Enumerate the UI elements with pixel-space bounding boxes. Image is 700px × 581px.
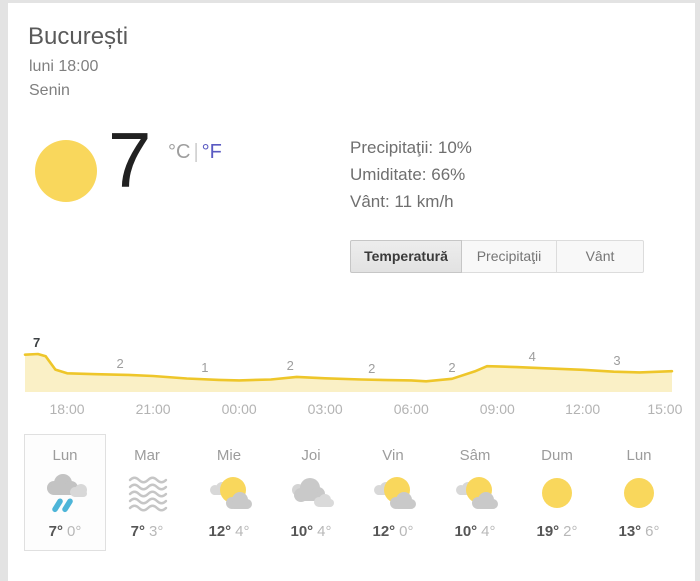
fahrenheit-unit-link[interactable]: °F: [201, 141, 222, 163]
high-temp: 12°: [372, 523, 396, 540]
chart-point-label: 2: [448, 359, 456, 375]
day-card[interactable]: Lun 7° 0°: [24, 434, 106, 551]
sunny-icon: [599, 473, 679, 517]
time-axis-label: 21:00: [135, 401, 171, 417]
tab-wind[interactable]: Vânt: [557, 240, 644, 273]
time-axis-label: 12:00: [565, 401, 601, 417]
day-name: Lun: [626, 447, 652, 464]
temperature-curve: [23, 352, 674, 392]
day-name: Joi: [301, 447, 321, 464]
chart-point-label: 4: [528, 348, 536, 364]
tab-temperature[interactable]: Temperatură: [350, 240, 462, 273]
day-card[interactable]: Mie 12° 4°: [188, 434, 270, 551]
low-temp: 4°: [317, 523, 332, 540]
precipitation-line: Precipitaţii: 10%: [350, 138, 472, 157]
time-axis-label: 06:00: [393, 401, 429, 417]
chart-point-label: 3: [613, 352, 621, 368]
sunny-icon: [35, 140, 97, 202]
day-card[interactable]: Mar 7° 3°: [106, 434, 188, 551]
partly-sunny-icon: [353, 473, 433, 517]
partly-sunny-icon: [435, 473, 515, 517]
rain-icon: [25, 473, 105, 517]
condition-label: Senin: [29, 82, 70, 99]
day-card[interactable]: Vin 12° 0°: [352, 434, 434, 551]
day-name: Vin: [382, 447, 404, 464]
fog-icon: [107, 473, 187, 517]
celsius-unit: °C: [168, 141, 191, 163]
conditions-details: Precipitaţii: 10% Umiditate: 66% Vânt: 1…: [350, 134, 472, 215]
chart-point-label: 1: [201, 360, 209, 376]
chart-point-label: 2: [286, 358, 294, 374]
high-temp: 7°: [130, 523, 145, 540]
day-name: Mie: [216, 447, 242, 464]
cloudy-icon: [271, 473, 351, 517]
high-temp: 10°: [290, 523, 314, 540]
low-temp: 0°: [399, 523, 414, 540]
low-temp: 6°: [645, 523, 660, 540]
day-name: Lun: [52, 447, 78, 464]
tab-precipitation[interactable]: Precipitaţii: [462, 240, 557, 273]
time-axis-label: 00:00: [221, 401, 257, 417]
page-title: București: [28, 23, 129, 50]
day-name: Sâm: [459, 447, 491, 464]
low-temp: 0°: [67, 523, 82, 540]
chart-line: [23, 352, 674, 383]
day-card[interactable]: Dum 19° 2°: [516, 434, 598, 551]
current-temperature: 7: [108, 116, 152, 204]
partly-sunny-icon: [189, 473, 269, 517]
high-temp: 13°: [618, 523, 642, 540]
time-axis-label: 18:00: [49, 401, 85, 417]
low-temp: 4°: [481, 523, 496, 540]
weather-card: București luni 18:00 Senin 7 °C | °F Preci…: [8, 3, 695, 581]
day-card[interactable]: Joi 10° 4°: [270, 434, 352, 551]
unit-separator: |: [193, 141, 199, 163]
high-temp: 7°: [48, 523, 63, 540]
time-axis-label: 09:00: [479, 401, 515, 417]
low-temp: 2°: [563, 523, 578, 540]
chart-point-label: 2: [116, 356, 124, 372]
day-name: Dum: [541, 447, 573, 464]
hourly-chart[interactable]: 7 2 1 2 2 2 4 3 18:00 21:00 00:00 03:00 06:00 09:00 12…: [8, 328, 697, 423]
high-temp: 19°: [536, 523, 560, 540]
datetime-label: luni 18:00: [29, 58, 99, 75]
unit-toggle: °C | °F: [168, 141, 222, 164]
humidity-line: Umiditate: 66%: [350, 165, 466, 184]
sunny-icon: [517, 473, 597, 517]
time-axis-label: 15:00: [647, 401, 683, 417]
day-card[interactable]: Lun 13° 6°: [598, 434, 680, 551]
daily-forecast-row: Lun 7° 0° Mar 7° 3° Mie 12° 4° Joi 10° 4° Vi…: [24, 434, 680, 554]
day-card[interactable]: Sâm 10° 4°: [434, 434, 516, 551]
chart-point-label: 7: [33, 335, 41, 351]
high-temp: 12°: [208, 523, 232, 540]
chart-mode-tabs: Temperatură Precipitaţii Vânt: [350, 240, 644, 273]
low-temp: 4°: [235, 523, 250, 540]
high-temp: 10°: [454, 523, 478, 540]
day-name: Mar: [134, 447, 160, 464]
time-axis-label: 03:00: [307, 401, 343, 417]
low-temp: 3°: [149, 523, 164, 540]
chart-area-fill: [25, 354, 672, 392]
wind-line: Vânt: 11 km/h: [350, 192, 454, 211]
chart-point-label: 2: [368, 360, 376, 376]
